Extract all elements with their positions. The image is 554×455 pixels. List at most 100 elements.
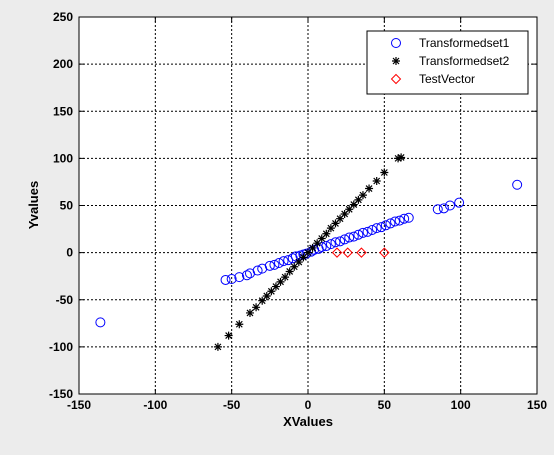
y-tick-label: 150 [53,104,73,118]
data-point [385,218,396,229]
data-point [367,225,378,236]
data-point [269,259,280,270]
data-point [317,234,326,243]
series-1 [213,153,406,351]
x-tick-label: 0 [305,398,312,412]
data-point [358,191,367,200]
data-point [285,267,294,276]
y-tick-label: -150 [49,387,73,401]
data-point [304,248,312,257]
data-point [454,197,465,208]
data-point [95,317,106,328]
data-point [356,247,367,258]
legend-marker [390,73,402,85]
data-point [287,253,298,264]
data-point [294,258,303,267]
y-tick-label: 250 [53,10,73,24]
data-point [308,243,317,252]
data-point [380,168,389,177]
data-point [444,200,455,211]
data-point [330,237,341,248]
legend-label: Transformedset2 [419,54,510,68]
data-point [213,342,222,351]
data-point [340,209,349,218]
legend: Transformedset1 Transformedset2 TestVector [366,30,529,95]
data-point [335,236,346,247]
data-point [299,253,308,262]
data-point [331,219,340,228]
data-point [342,247,353,258]
y-tick-label: -100 [49,340,73,354]
data-point [399,213,410,224]
data-point [245,308,254,317]
data-point [226,274,237,285]
data-point [331,247,343,258]
x-tick-label: -100 [143,398,167,412]
axis-ticks: -150 -100 -50 0 50 100 150 -150 -100 -50 0 50 100 150… [49,10,547,412]
data-point [357,227,368,238]
plot-frame [78,16,538,395]
y-tick-label: -50 [56,293,74,307]
data-point [262,291,271,300]
data-point [376,222,387,233]
x-tick-label: 50 [378,398,392,412]
y-tick-label: 50 [60,199,74,213]
data-point [512,179,523,190]
x-tick-label: 150 [527,398,547,412]
data-point [432,204,443,215]
data-point [403,212,414,223]
data-point [438,203,449,214]
series-0 [95,179,523,328]
data-markers [95,153,523,351]
data-point [234,272,245,283]
data-point [309,244,320,255]
legend-marker [391,38,401,48]
data-point [353,229,364,240]
data-point [372,176,381,185]
y-tick-label: 200 [53,57,73,71]
legend-marker [392,57,400,65]
data-point [336,214,345,223]
x-tick-label: 100 [451,398,471,412]
data-point [321,241,332,252]
data-point [394,154,403,163]
data-point [258,296,267,305]
x-tick-label: -50 [223,398,241,412]
data-point [325,239,336,250]
data-point [273,257,284,268]
data-point [271,282,280,291]
data-point [322,229,331,238]
data-point [397,153,406,162]
data-point [290,251,301,262]
data-point [344,232,355,243]
data-point [252,265,263,276]
data-point [235,320,244,329]
data-point [371,223,382,234]
y-tick-label: 100 [53,151,73,165]
data-point [276,277,285,286]
data-point [365,184,374,193]
data-point [244,268,255,279]
data-point [281,273,290,282]
y-tick-label: 0 [66,246,73,260]
data-point [362,226,373,237]
x-tick-label: -150 [67,398,91,412]
data-point [379,247,390,258]
data-point [345,205,354,214]
data-point [349,200,358,209]
data-point [267,287,276,296]
data-point [220,274,231,285]
legend-label: Transformedset1 [419,36,510,50]
data-point [380,220,391,231]
data-point [290,262,299,271]
data-point [326,224,335,233]
data-point [313,239,322,248]
y-axis-label: Yvalues [26,181,41,229]
legend-label: TestVector [419,72,475,86]
data-point [339,234,350,245]
data-point [252,303,261,312]
data-point [264,260,275,271]
data-point [257,263,268,274]
data-point [354,195,363,204]
